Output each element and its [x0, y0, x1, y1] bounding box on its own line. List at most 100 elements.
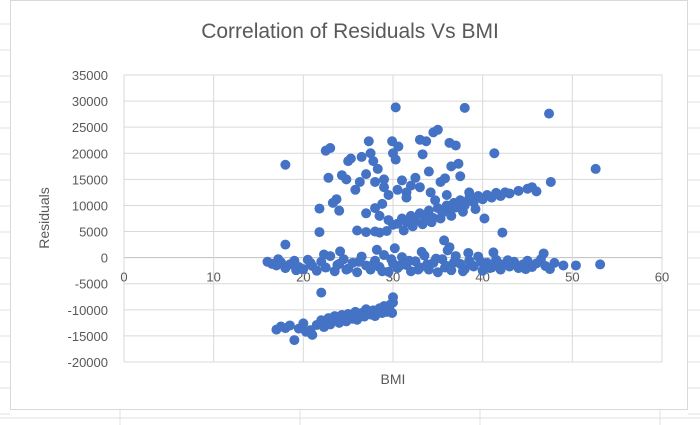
data-point: [590, 163, 601, 174]
data-point: [370, 176, 381, 187]
data-point: [374, 210, 385, 221]
data-point: [422, 259, 433, 270]
data-point: [318, 249, 329, 260]
data-point: [345, 153, 356, 164]
data-point: [398, 225, 409, 236]
data-point: [502, 255, 513, 266]
y-tick-label: 10000: [72, 198, 108, 213]
data-point: [410, 172, 421, 183]
y-tick-label: 35000: [72, 68, 108, 83]
data-point: [405, 180, 416, 191]
data-point: [354, 310, 365, 321]
data-point: [298, 318, 309, 329]
data-point: [426, 217, 437, 228]
data-point: [353, 256, 364, 267]
data-point: [395, 260, 406, 271]
data-point: [325, 143, 336, 154]
data-point: [423, 205, 434, 216]
data-point: [401, 192, 412, 203]
data-point: [361, 169, 372, 180]
data-point: [280, 239, 291, 250]
data-point: [414, 182, 425, 193]
data-point: [390, 102, 401, 113]
y-tick-label: -5000: [75, 277, 108, 292]
data-point: [341, 174, 352, 185]
data-point: [381, 226, 392, 237]
data-point: [339, 314, 350, 325]
data-point: [446, 210, 457, 221]
data-point: [448, 257, 459, 268]
data-point: [377, 266, 388, 277]
data-point: [430, 195, 441, 206]
data-point: [383, 190, 394, 201]
data-point: [352, 267, 363, 278]
data-point: [363, 306, 374, 317]
x-tick-label: 0: [120, 270, 127, 285]
data-point: [335, 246, 346, 257]
chart-title: Correlation of Residuals Vs BMI: [201, 20, 499, 43]
x-axis-title: BMI: [380, 371, 406, 387]
data-point: [361, 208, 372, 219]
data-point: [320, 262, 331, 273]
data-point: [453, 158, 464, 169]
data-point: [396, 175, 407, 186]
data-point: [431, 253, 442, 264]
data-point: [389, 243, 400, 254]
data-point: [350, 184, 361, 195]
x-tick-label: 60: [655, 270, 669, 285]
data-point: [440, 173, 451, 184]
data-point: [390, 154, 401, 165]
data-point: [488, 247, 499, 258]
data-point: [372, 163, 383, 174]
data-point: [464, 187, 475, 198]
data-point: [489, 148, 500, 159]
data-point: [457, 266, 468, 277]
data-point: [463, 247, 474, 258]
data-point: [327, 315, 338, 326]
data-point: [440, 262, 451, 273]
data-point: [377, 198, 388, 209]
data-point: [484, 263, 495, 274]
data-point: [457, 206, 468, 217]
data-point: [421, 136, 432, 147]
data-point: [441, 190, 452, 201]
y-tick-label: 25000: [72, 120, 108, 135]
data-point: [466, 259, 477, 270]
y-tick-label: 20000: [72, 146, 108, 161]
data-point: [352, 225, 363, 236]
y-tick-label: 5000: [79, 225, 108, 240]
data-point: [356, 151, 367, 162]
data-point: [497, 227, 508, 238]
data-point: [504, 188, 515, 199]
data-point: [314, 203, 325, 214]
data-point: [538, 248, 549, 259]
data-point: [439, 235, 450, 246]
data-point: [368, 259, 379, 270]
data-point: [334, 205, 345, 216]
data-point: [289, 335, 300, 346]
data-point: [280, 159, 291, 170]
y-tick-label: -15000: [68, 329, 108, 344]
data-point: [417, 149, 428, 160]
data-point: [455, 171, 466, 182]
data-point: [323, 172, 334, 183]
data-point: [432, 267, 443, 278]
y-tick-label: -10000: [68, 303, 108, 318]
data-point: [385, 299, 396, 310]
data-point: [291, 265, 302, 276]
data-point: [432, 124, 443, 135]
data-point: [444, 242, 455, 253]
y-tick-label: 0: [101, 251, 108, 266]
data-point: [307, 329, 318, 340]
data-point: [493, 258, 504, 269]
data-point: [511, 260, 522, 271]
data-point: [365, 148, 376, 159]
data-point: [331, 194, 342, 205]
data-point: [416, 246, 427, 257]
x-tick-label: 10: [206, 270, 220, 285]
data-point: [311, 265, 322, 276]
data-point: [425, 187, 436, 198]
data-point: [363, 136, 374, 147]
data-point: [379, 174, 390, 185]
data-point: [386, 254, 397, 265]
